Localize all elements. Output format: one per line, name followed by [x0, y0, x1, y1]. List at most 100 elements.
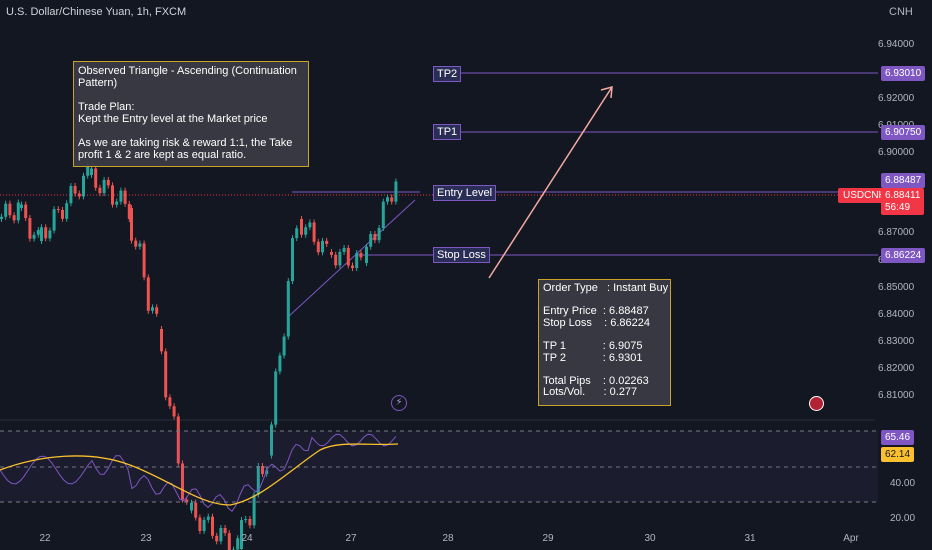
candle-body: [330, 252, 333, 255]
candle-body: [248, 518, 252, 526]
tp1-price-tag: 6.90750: [881, 125, 926, 140]
candle-body: [69, 186, 73, 204]
candle-body: [321, 240, 324, 253]
entry-level-label[interactable]: Entry Level: [433, 185, 497, 201]
candle-body: [359, 252, 363, 258]
price-tick-label: 6.87000: [878, 227, 915, 238]
price-tick-label: 6.83000: [878, 336, 915, 347]
price-tick-label: 6.90000: [878, 147, 915, 158]
candle-body: [316, 241, 320, 253]
candle-body: [386, 197, 389, 202]
candle-body: [286, 281, 290, 337]
candle-body: [270, 424, 273, 456]
candle-body: [176, 416, 180, 464]
candle-body: [40, 227, 43, 241]
time-tick-label: 28: [442, 533, 454, 544]
candle-body: [151, 307, 154, 311]
candle-body: [381, 201, 385, 229]
candle-body: [65, 203, 69, 219]
us-flag-icon[interactable]: [809, 396, 824, 411]
candle-body: [138, 243, 142, 247]
candle-body: [4, 203, 8, 217]
candle-body: [94, 168, 98, 188]
current-price-tag: 6.88411 56:49: [881, 188, 925, 215]
candle-body: [252, 494, 256, 526]
candle-body: [390, 197, 394, 202]
rsi-ma-line: [0, 443, 399, 506]
candle-body: [111, 185, 114, 205]
candle-body: [119, 190, 123, 202]
candle-body: [351, 265, 354, 269]
time-tick-label: 27: [345, 533, 357, 544]
candle-body: [123, 190, 127, 204]
order-details-note[interactable]: Order Type : Instant Buy Entry Price : 6…: [538, 279, 671, 406]
candle-body: [373, 233, 377, 241]
candle-body: [36, 230, 40, 235]
tp1-label[interactable]: TP1: [433, 124, 462, 140]
candle-body: [219, 527, 223, 542]
rsi-tick-label: 40.00: [890, 478, 916, 489]
current-price: 6.88411: [885, 190, 921, 201]
candle-body: [90, 168, 93, 175]
candle-body: [12, 215, 16, 221]
price-tick-label: 6.84000: [878, 309, 915, 320]
candle-body: [215, 535, 219, 542]
bar-countdown: 56:49: [885, 202, 911, 213]
candle-body: [394, 181, 398, 202]
candle-body: [115, 201, 119, 205]
candle-body: [256, 465, 260, 495]
stop-loss-label[interactable]: Stop Loss: [433, 247, 490, 263]
price-tick-label: 6.92000: [878, 93, 915, 104]
candle-body: [211, 516, 214, 536]
stop-price-tag: 6.86224: [881, 248, 926, 263]
rsi-tick-label: 20.00: [890, 513, 916, 524]
candle-body: [142, 243, 146, 278]
target-arrow: [488, 86, 613, 279]
candle-body: [369, 233, 373, 247]
candle-body: [190, 502, 193, 511]
candle-body: [164, 351, 168, 398]
candle-body: [48, 230, 52, 239]
candle-body: [102, 179, 106, 194]
rsi-value-tag: 65.46: [881, 430, 915, 445]
candle-body: [240, 520, 243, 549]
lightning-icon[interactable]: ⚡: [391, 395, 407, 411]
triangle-support-line: [287, 199, 416, 318]
entry-price-tag: 6.88487: [881, 173, 926, 188]
candle-body: [28, 218, 32, 239]
candle-body: [295, 228, 299, 239]
tp2-label[interactable]: TP2: [433, 66, 462, 82]
candle-body: [198, 517, 202, 531]
candle-body: [77, 193, 81, 197]
candle-body: [52, 209, 56, 231]
price-tick-label: 6.82000: [878, 363, 915, 374]
candle-body: [338, 251, 342, 266]
candle-body: [377, 228, 381, 241]
symbol-tag: USDCNH: [838, 188, 891, 203]
time-tick-label: 23: [140, 533, 152, 544]
pattern-note[interactable]: Observed Triangle - Ascending (Continuat…: [73, 61, 309, 167]
rsi-ma-value-tag: 62.14: [881, 447, 915, 462]
candle-body: [308, 222, 312, 228]
rsi-line: [0, 433, 397, 513]
candle-body: [155, 307, 159, 314]
candle-body: [325, 240, 329, 244]
candle-body: [61, 209, 64, 219]
candle-body: [206, 516, 210, 520]
time-tick-label: 22: [39, 533, 51, 544]
currency-label: CNH: [889, 6, 913, 18]
candle-body: [342, 247, 346, 252]
candle-body: [168, 397, 172, 407]
candle-body: [134, 240, 138, 247]
candle-body: [223, 527, 227, 534]
price-tick-label: 6.85000: [878, 282, 915, 293]
candle-body: [291, 238, 294, 282]
candle-body: [261, 465, 264, 474]
candle-body: [172, 406, 176, 417]
price-tick-label: 6.81000: [878, 390, 915, 401]
candle-body: [16, 202, 20, 221]
candle-body: [146, 277, 150, 311]
time-tick-label: 24: [241, 533, 253, 544]
candle-body: [82, 175, 85, 197]
chart-title: U.S. Dollar/Chinese Yuan, 1h, FXCM: [6, 6, 187, 18]
